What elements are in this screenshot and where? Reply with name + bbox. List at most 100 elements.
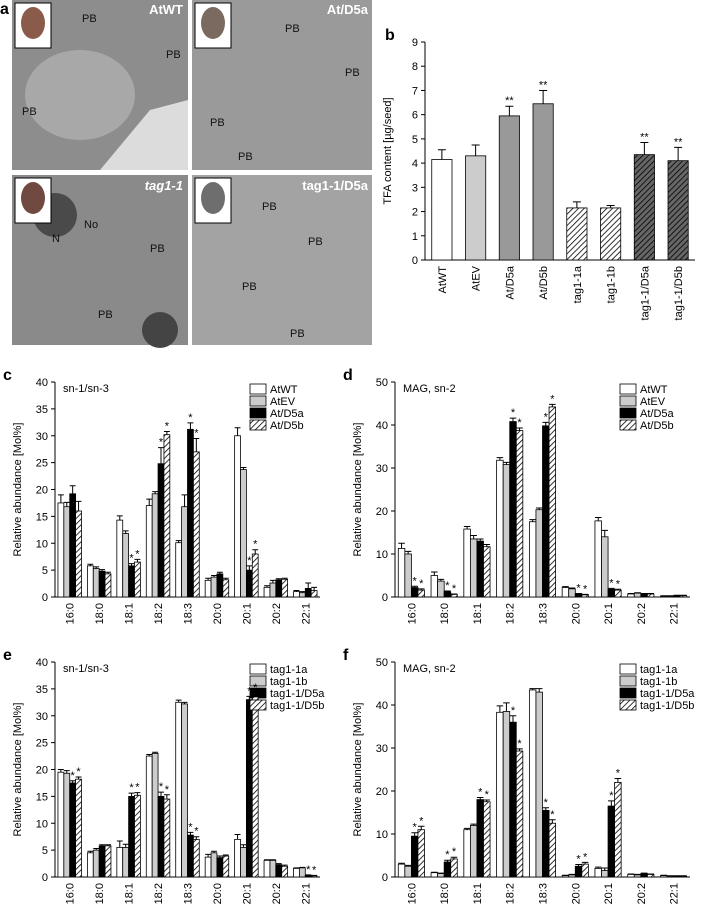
error-bar <box>293 590 300 592</box>
error-bar <box>181 701 188 704</box>
bar <box>281 578 289 598</box>
error-bar <box>404 550 412 554</box>
error-bar <box>211 850 217 853</box>
organelle-label: PB <box>285 23 300 35</box>
x-tick-label: 20:1 <box>603 603 615 624</box>
x-tick-label: AtEV <box>471 265 483 291</box>
bar <box>633 154 655 261</box>
bar <box>63 506 71 598</box>
x-tick-label: 20:1 <box>241 603 253 624</box>
significance: * <box>517 738 522 750</box>
x-tick-label: 18:2 <box>153 883 165 904</box>
error-bar <box>562 586 569 588</box>
legend-swatch <box>619 675 637 687</box>
error-bar <box>431 571 438 576</box>
error-bar <box>163 794 170 800</box>
legend-label: AtEV <box>270 396 296 408</box>
significance: * <box>419 578 424 590</box>
legend-swatch <box>249 699 267 711</box>
bar <box>134 794 141 878</box>
error-bar <box>163 430 170 435</box>
significance: * <box>129 553 134 565</box>
bar <box>627 874 635 878</box>
bar <box>293 591 300 598</box>
error-bar <box>158 447 164 464</box>
error-bar <box>63 501 70 507</box>
error-bar <box>471 144 480 156</box>
bar <box>404 865 412 878</box>
bar <box>263 859 271 878</box>
y-tick-label: 40 <box>376 700 388 712</box>
error-bar <box>417 825 425 830</box>
bar <box>483 801 491 878</box>
x-tick-label: tag1-1/D5a <box>639 265 651 320</box>
legend-label: AtEV <box>640 396 666 408</box>
bar <box>92 568 100 598</box>
bar <box>646 593 655 598</box>
significance: * <box>452 846 457 858</box>
x-tick-label: 18:2 <box>505 603 517 624</box>
significance: ** <box>539 79 548 91</box>
x-tick-label: 16:0 <box>65 603 77 624</box>
chart-title: sn-1/sn-3 <box>63 383 109 395</box>
error-bar <box>444 859 451 862</box>
legend-label: tag1-1/D5a <box>640 688 695 700</box>
y-tick-label: 20 <box>376 786 388 798</box>
y-tick-label: 5 <box>412 134 418 146</box>
error-bar <box>614 778 622 783</box>
bar <box>222 579 230 598</box>
y-tick-label: 40 <box>36 377 48 389</box>
bar <box>528 521 537 598</box>
bar <box>614 589 622 598</box>
y-tick-label: 3 <box>412 182 418 194</box>
bar <box>535 691 543 878</box>
error-bar <box>463 525 471 530</box>
significance: * <box>511 705 516 717</box>
bar <box>98 570 106 598</box>
bar <box>496 711 504 878</box>
error-bar <box>205 853 212 858</box>
panel-letter: d <box>343 367 353 384</box>
significance: * <box>609 790 614 802</box>
significance: * <box>413 575 418 587</box>
error-bar <box>299 866 306 868</box>
significance: * <box>452 583 457 595</box>
x-tick-label: 18:3 <box>183 883 195 904</box>
error-bar <box>146 753 153 757</box>
y-tick-label: 5 <box>42 845 48 857</box>
significance: * <box>550 393 555 405</box>
error-bar <box>503 461 510 465</box>
bar <box>181 506 188 598</box>
significance: * <box>576 583 581 595</box>
bar <box>548 822 557 878</box>
error-bar <box>152 491 159 494</box>
error-bar <box>463 827 471 830</box>
y-axis-label: TFA content [µg/seed] <box>382 97 394 204</box>
bar <box>240 847 247 878</box>
significance: ** <box>674 136 683 148</box>
x-tick-label: tag1-1/D5b <box>673 266 685 320</box>
bar <box>528 689 537 878</box>
x-tick-label: 16:0 <box>406 603 418 624</box>
micrograph <box>25 50 135 140</box>
bar <box>69 782 77 878</box>
bar <box>417 589 425 598</box>
organelle-label: PB <box>98 309 113 321</box>
significance: * <box>544 411 549 423</box>
error-bar <box>234 427 241 436</box>
bar <box>251 553 259 598</box>
legend-label: tag1-1/D5b <box>640 700 694 712</box>
significance: * <box>165 784 170 796</box>
y-axis-label: Relative abundance [Mol%] <box>352 703 364 837</box>
bar <box>568 874 576 878</box>
x-tick-label: 20:0 <box>570 883 582 904</box>
micrograph <box>100 100 188 170</box>
bar <box>157 795 165 878</box>
error-bar <box>516 748 523 752</box>
bar <box>498 115 520 261</box>
error-bar <box>398 862 405 865</box>
error-bar <box>99 844 106 846</box>
image-label: At/D5a <box>327 2 369 17</box>
significance: * <box>135 782 140 794</box>
chart-title: sn-1/sn-3 <box>63 663 109 675</box>
